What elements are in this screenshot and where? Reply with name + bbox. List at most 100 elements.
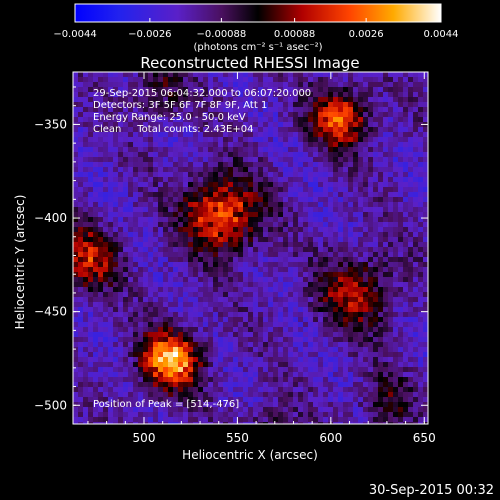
heatmap-cell [83, 322, 89, 328]
heatmap-cell [288, 192, 294, 198]
heatmap-cell [353, 87, 359, 93]
heatmap-cell [343, 407, 349, 413]
heatmap-cell [288, 72, 294, 78]
heatmap-cell [393, 377, 399, 383]
heatmap-cell [138, 112, 144, 118]
heatmap-cell [408, 92, 414, 98]
heatmap-cell [218, 102, 224, 108]
heatmap-cell [158, 117, 164, 123]
heatmap-cell [398, 217, 404, 223]
heatmap-cell [113, 407, 119, 413]
heatmap-cell [278, 387, 284, 393]
heatmap-cell [283, 177, 289, 183]
heatmap-cell [93, 157, 99, 163]
heatmap-cell [403, 367, 409, 373]
heatmap-cell [398, 327, 404, 333]
heatmap-cell [328, 227, 334, 233]
heatmap-cell [288, 382, 294, 388]
heatmap-cell [93, 107, 99, 113]
heatmap-cell [248, 147, 254, 153]
heatmap-cell [393, 77, 399, 83]
heatmap-cell [93, 292, 99, 298]
heatmap-cell [403, 112, 409, 118]
heatmap-cell [238, 92, 244, 98]
heatmap-cell [148, 327, 154, 333]
heatmap-cell [373, 257, 379, 263]
heatmap-cell [293, 202, 299, 208]
heatmap-cell [273, 212, 279, 218]
heatmap-cell [208, 257, 214, 263]
heatmap-cell [273, 102, 279, 108]
heatmap-cell [218, 287, 224, 293]
heatmap-cell [138, 202, 144, 208]
heatmap-cell [418, 182, 424, 188]
heatmap-cell [373, 167, 379, 173]
heatmap-cell [368, 292, 374, 298]
heatmap-cell [418, 142, 424, 148]
heatmap-cell [73, 302, 79, 308]
heatmap-cell [313, 72, 319, 78]
heatmap-cell [103, 342, 109, 348]
heatmap-cell [153, 102, 159, 108]
heatmap-cell [408, 132, 414, 138]
heatmap-cell [208, 287, 214, 293]
heatmap-cell [373, 347, 379, 353]
heatmap-cell [308, 277, 314, 283]
heatmap-cell [378, 407, 384, 413]
heatmap-cell [298, 237, 304, 243]
heatmap-cell [393, 222, 399, 228]
heatmap-cell [348, 277, 354, 283]
heatmap-cell [243, 272, 249, 278]
heatmap-cell [153, 337, 159, 343]
heatmap-cell [188, 237, 194, 243]
heatmap-cell [273, 412, 279, 418]
heatmap-cell [303, 397, 309, 403]
heatmap-cell [198, 212, 204, 218]
heatmap-cell [88, 407, 94, 413]
heatmap-cell [258, 127, 264, 133]
heatmap-cell [243, 302, 249, 308]
heatmap-cell [293, 407, 299, 413]
heatmap-cell [73, 172, 79, 178]
heatmap-cell [78, 217, 84, 223]
heatmap-cell [253, 417, 259, 423]
heatmap-cell [398, 252, 404, 258]
heatmap-cell [293, 242, 299, 248]
heatmap-cell [123, 292, 129, 298]
heatmap-cell [128, 407, 134, 413]
heatmap-cell [83, 342, 89, 348]
heatmap-cell [418, 207, 424, 213]
heatmap-cell [193, 287, 199, 293]
heatmap-cell [223, 272, 229, 278]
heatmap-cell [78, 362, 84, 368]
heatmap-cell [238, 232, 244, 238]
heatmap-cell [238, 317, 244, 323]
heatmap-cell [223, 357, 229, 363]
heatmap-cell [228, 147, 234, 153]
heatmap-cell [198, 292, 204, 298]
heatmap-cell [278, 112, 284, 118]
heatmap-cell [398, 197, 404, 203]
heatmap-cell [398, 227, 404, 233]
heatmap-cell [333, 212, 339, 218]
heatmap-cell [403, 262, 409, 268]
heatmap-cell [393, 157, 399, 163]
heatmap-cell [288, 322, 294, 328]
heatmap-cell [73, 167, 79, 173]
heatmap-cell [363, 292, 369, 298]
heatmap-cell [118, 112, 124, 118]
heatmap-cell [403, 97, 409, 103]
heatmap-cell [283, 222, 289, 228]
heatmap-cell [318, 262, 324, 268]
heatmap-cell [373, 127, 379, 133]
heatmap-cell [123, 232, 129, 238]
heatmap-cell [93, 387, 99, 393]
heatmap-cell [403, 322, 409, 328]
heatmap-cell [418, 147, 424, 153]
heatmap-cell [308, 237, 314, 243]
heatmap-cell [118, 227, 124, 233]
heatmap-cell [183, 212, 189, 218]
heatmap-cell [203, 202, 209, 208]
heatmap-cell [83, 152, 89, 158]
heatmap-cell [383, 192, 389, 198]
